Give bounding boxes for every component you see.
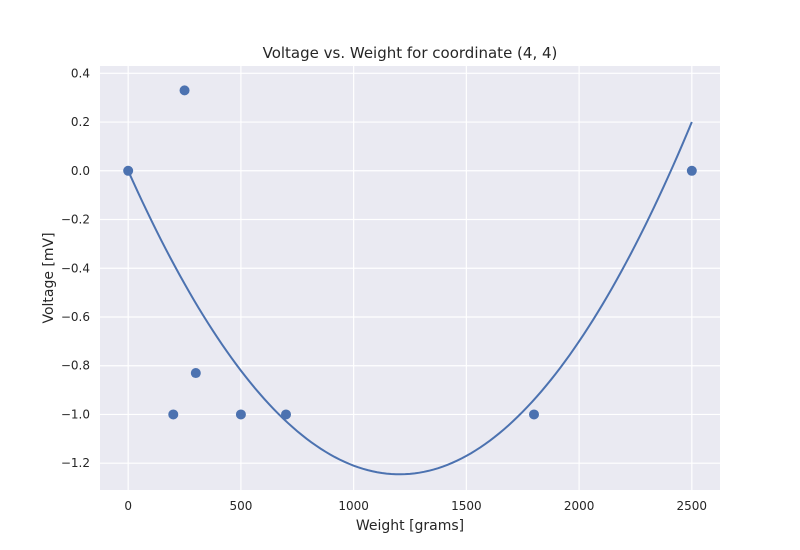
y-tick-label: 0.0 xyxy=(71,164,90,178)
data-point xyxy=(168,409,179,420)
y-tick-label: −1.0 xyxy=(61,407,90,421)
x-axis-ticks: 0 500 1000 1500 2000 2500 xyxy=(124,499,707,513)
x-axis-label: Weight [grams] xyxy=(356,518,464,534)
y-tick-label: −1.2 xyxy=(61,456,90,470)
plot-area xyxy=(100,66,720,490)
y-axis-label: Voltage [mV] xyxy=(41,232,57,323)
x-tick-label: 1000 xyxy=(338,499,369,513)
data-point xyxy=(190,368,201,379)
y-tick-label: −0.6 xyxy=(61,310,90,324)
chart-title: Voltage vs. Weight for coordinate (4, 4) xyxy=(263,44,558,62)
data-point xyxy=(686,165,697,176)
x-tick-label: 2500 xyxy=(677,499,708,513)
x-tick-label: 2000 xyxy=(564,499,595,513)
y-axis-ticks: 0.4 0.2 0.0 −0.2 −0.4 −0.6 −0.8 −1.0 −1.2 xyxy=(61,66,90,470)
data-point xyxy=(123,165,134,176)
fit-curve xyxy=(127,121,693,476)
y-tick-label: 0.2 xyxy=(71,115,90,129)
scatter-points-group xyxy=(123,85,697,420)
data-point xyxy=(179,85,190,96)
y-tick-label: −0.8 xyxy=(61,359,90,373)
x-tick-label: 1500 xyxy=(451,499,482,513)
y-tick-label: −0.2 xyxy=(61,213,90,227)
y-tick-label: 0.4 xyxy=(71,66,90,80)
x-tick-label: 500 xyxy=(229,499,252,513)
data-point xyxy=(235,409,246,420)
data-point xyxy=(281,409,291,420)
y-tick-label: −0.4 xyxy=(61,261,90,275)
data-point xyxy=(529,409,539,420)
x-tick-label: 0 xyxy=(124,499,132,513)
fit-curve-group xyxy=(127,121,693,476)
